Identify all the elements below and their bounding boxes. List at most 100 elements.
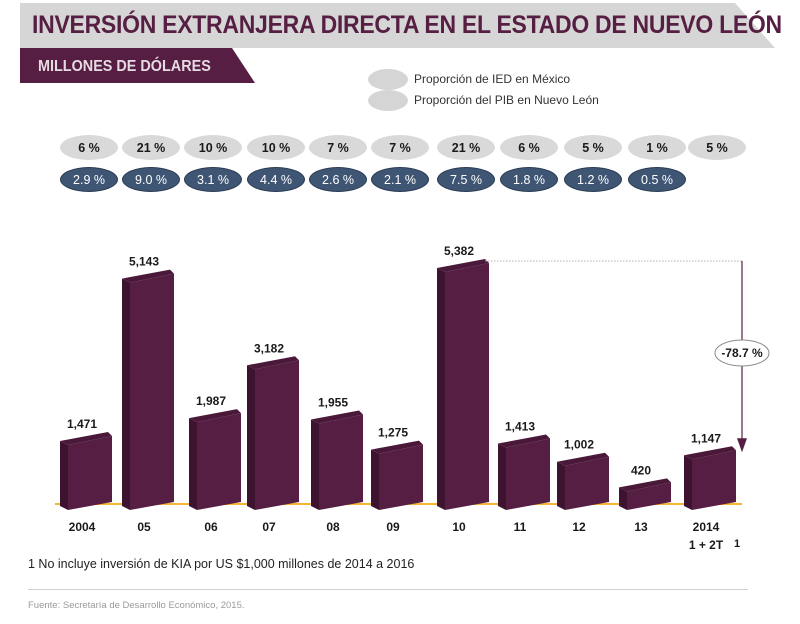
category-label: 11 <box>514 520 527 534</box>
value-label: 1,955 <box>318 396 348 410</box>
bar-top-face <box>371 440 423 454</box>
bars-layer <box>60 259 736 510</box>
ied-mexico-pill: 7 % <box>309 135 367 160</box>
legend-label: Proporción del PIB en Nuevo León <box>414 93 599 107</box>
ied-mexico-pill: 21 % <box>437 135 495 160</box>
labels-layer: 1,471 2004 5,143 05 1,987 06 3,182 07 1,955 08 1,2… <box>67 244 721 534</box>
bar <box>557 452 609 510</box>
category-label: 08 <box>326 520 340 534</box>
legend-swatch-pib-nuevo-leon <box>368 89 408 111</box>
change-annotation: -78.7 % <box>485 260 770 453</box>
pib-nuevo-leon-pill: 1.2 % <box>564 167 622 192</box>
bar-top-face <box>247 356 299 370</box>
legend-swatch-ied-mexico <box>368 68 408 90</box>
category-label: 10 <box>452 520 466 534</box>
pib-nuevo-leon-pill: 3.1 % <box>184 167 242 192</box>
footnote: 1 No incluye inversión de KIA por US $1,… <box>28 557 415 571</box>
bar-side-face <box>247 365 255 510</box>
footnote-mark: 1 <box>734 538 740 550</box>
bar-front-face <box>319 414 363 510</box>
pib-nuevo-leon-pill: 4.4 % <box>247 167 305 192</box>
change-label: -78.7 % <box>721 346 763 360</box>
ied-mexico-pill: 6 % <box>500 135 558 160</box>
bar-side-face <box>122 278 130 510</box>
value-label: 1,002 <box>564 438 594 452</box>
category-label: 12 <box>572 520 586 534</box>
source-note: Fuente: Secretaría de Desarrollo Económi… <box>28 600 245 611</box>
ied-mexico-pill: 1 % <box>628 135 686 160</box>
bar-front-face <box>68 435 112 510</box>
arrow-down-icon <box>737 438 747 453</box>
category-label: 2004 <box>69 520 96 534</box>
bar-chart: 1,471 2004 5,143 05 1,987 06 3,182 07 1,955 08 1,2… <box>55 244 770 552</box>
bar-top-face <box>498 434 550 448</box>
category-label: 05 <box>137 520 151 534</box>
bar-side-face <box>60 440 68 510</box>
legend-label: Proporción de IED en México <box>414 72 571 86</box>
pib-nuevo-leon-pill: 9.0 % <box>122 167 180 192</box>
bar <box>498 434 550 510</box>
bar-side-face <box>619 487 627 510</box>
category-label: 13 <box>634 520 648 534</box>
bar-top-face <box>619 478 671 492</box>
bar <box>684 446 736 510</box>
bar <box>122 269 174 510</box>
bar-top-face <box>437 259 489 272</box>
category-label: 09 <box>386 520 400 534</box>
change-badge <box>714 339 770 367</box>
category-sublabel: 1 + 2T <box>689 538 724 552</box>
value-label: 1,275 <box>378 426 408 440</box>
pib-nuevo-leon-pill: 2.6 % <box>309 167 367 192</box>
bar-front-face <box>506 438 550 510</box>
bar-top-face <box>122 269 174 283</box>
bar-side-face <box>371 449 379 510</box>
page-title: INVERSIÓN EXTRANJERA DIRECTA EN EL ESTAD… <box>32 11 782 39</box>
bar-top-face <box>557 452 609 466</box>
value-label: 1,471 <box>67 417 97 431</box>
value-label: 1,413 <box>505 420 535 434</box>
legend-item-ied-mexico: Proporción de IED en México <box>368 68 570 90</box>
bar-front-face <box>255 360 299 510</box>
bar <box>619 478 671 510</box>
value-label: 1,147 <box>691 431 721 445</box>
ied-mexico-pill: 21 % <box>122 135 180 160</box>
bar <box>311 410 363 510</box>
bar-top-face <box>311 410 363 424</box>
bar-side-face <box>437 268 445 510</box>
subtitle: MILLONES DE DÓLARES <box>38 58 211 75</box>
bar-side-face <box>557 461 565 510</box>
value-label: 420 <box>631 463 651 477</box>
pib-nuevo-leon-pill: 2.9 % <box>60 167 118 192</box>
bar-side-face <box>684 455 692 510</box>
bar-top-face <box>684 446 736 460</box>
value-label: 5,382 <box>444 244 474 258</box>
ied-mexico-pill: 5 % <box>688 135 746 160</box>
value-label: 3,182 <box>254 341 284 355</box>
bar-front-face <box>692 450 736 510</box>
bar-front-face <box>627 482 671 510</box>
bar-top-face <box>60 431 112 445</box>
bar <box>189 409 241 510</box>
bar-side-face <box>311 419 319 510</box>
category-label: 06 <box>204 520 218 534</box>
pib-nuevo-leon-pill: 1.8 % <box>500 167 558 192</box>
pib-nuevo-leon-pill: 2.1 % <box>371 167 429 192</box>
bar-front-face <box>379 444 423 510</box>
value-label: 5,143 <box>129 255 159 269</box>
bar-front-face <box>197 413 241 510</box>
value-label: 1,987 <box>196 394 226 408</box>
pib-nuevo-leon-pill: 0.5 % <box>628 167 686 192</box>
title-band <box>20 3 775 48</box>
bar <box>437 259 489 510</box>
bar-front-face <box>565 456 609 510</box>
pib-nuevo-leon-pill: 7.5 % <box>437 167 495 192</box>
bar <box>60 431 112 510</box>
ied-mexico-pill: 6 % <box>60 135 118 160</box>
ied-mexico-pill: 7 % <box>371 135 429 160</box>
subtitle-band <box>20 48 255 83</box>
bar-front-face <box>130 273 174 510</box>
bar-top-face <box>189 409 241 423</box>
bar <box>247 356 299 510</box>
ied-mexico-pill: 5 % <box>564 135 622 160</box>
ied-mexico-pill: 10 % <box>247 135 305 160</box>
